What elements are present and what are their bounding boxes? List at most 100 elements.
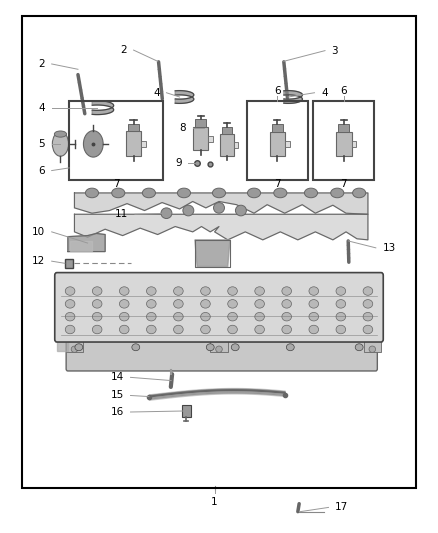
Text: 14: 14 [111, 373, 124, 382]
Ellipse shape [231, 344, 239, 351]
Text: 4: 4 [39, 103, 45, 112]
Bar [247, 101, 308, 180]
Ellipse shape [363, 287, 373, 295]
Ellipse shape [146, 325, 156, 334]
Ellipse shape [363, 312, 373, 321]
Ellipse shape [183, 205, 194, 216]
Polygon shape [74, 193, 368, 214]
Ellipse shape [369, 346, 376, 352]
Bar [65, 259, 73, 268]
Bar [222, 127, 232, 134]
Text: 2: 2 [120, 45, 127, 55]
Ellipse shape [286, 344, 294, 351]
Ellipse shape [75, 344, 83, 351]
Text: 7: 7 [274, 179, 281, 189]
Ellipse shape [309, 287, 318, 295]
Text: 11: 11 [115, 209, 128, 219]
Ellipse shape [177, 188, 191, 198]
Ellipse shape [336, 287, 346, 295]
Ellipse shape [173, 287, 183, 295]
Ellipse shape [255, 287, 265, 295]
FancyBboxPatch shape [66, 332, 378, 371]
Ellipse shape [132, 344, 140, 351]
Ellipse shape [355, 344, 363, 351]
Ellipse shape [282, 287, 292, 295]
Bar [193, 127, 208, 150]
Ellipse shape [173, 312, 183, 321]
Ellipse shape [142, 188, 155, 198]
Ellipse shape [215, 346, 222, 352]
Ellipse shape [201, 300, 210, 308]
Ellipse shape [228, 300, 237, 308]
Polygon shape [195, 240, 230, 266]
Bar [339, 124, 349, 132]
Text: 12: 12 [32, 256, 45, 266]
Ellipse shape [54, 131, 67, 137]
Text: 4: 4 [321, 88, 328, 98]
Polygon shape [57, 275, 68, 351]
Ellipse shape [336, 300, 346, 308]
Ellipse shape [146, 312, 156, 321]
Bar [364, 320, 381, 352]
Bar [313, 101, 374, 180]
Text: 7: 7 [340, 179, 347, 189]
Text: 6: 6 [39, 166, 45, 175]
Ellipse shape [228, 287, 237, 295]
Text: 4: 4 [153, 88, 160, 98]
Ellipse shape [309, 312, 318, 321]
Ellipse shape [363, 300, 373, 308]
Text: 3: 3 [332, 46, 338, 55]
Ellipse shape [173, 325, 183, 334]
Text: 8: 8 [180, 123, 186, 133]
Polygon shape [284, 91, 302, 103]
Ellipse shape [282, 325, 292, 334]
Ellipse shape [120, 325, 129, 334]
Text: 7: 7 [113, 179, 120, 189]
Ellipse shape [85, 188, 99, 198]
Ellipse shape [212, 188, 226, 198]
Ellipse shape [309, 300, 318, 308]
Text: 17: 17 [335, 503, 348, 512]
Text: 9: 9 [175, 158, 182, 167]
Polygon shape [175, 91, 194, 103]
Ellipse shape [120, 287, 129, 295]
Ellipse shape [247, 188, 261, 198]
Text: 2: 2 [39, 59, 45, 69]
Text: 5: 5 [39, 139, 45, 149]
Ellipse shape [228, 312, 237, 321]
Ellipse shape [201, 287, 210, 295]
Bar [272, 124, 283, 132]
Ellipse shape [120, 312, 129, 321]
Ellipse shape [92, 325, 102, 334]
Ellipse shape [282, 312, 292, 321]
Ellipse shape [255, 300, 265, 308]
Bar [336, 132, 352, 156]
Ellipse shape [173, 300, 183, 308]
Bar [126, 132, 141, 156]
Bar [269, 132, 285, 156]
Ellipse shape [92, 300, 102, 308]
Bar [195, 119, 206, 127]
Ellipse shape [65, 300, 75, 308]
Ellipse shape [201, 312, 210, 321]
Bar [182, 405, 191, 417]
Text: 6: 6 [340, 86, 347, 96]
Ellipse shape [304, 188, 318, 198]
Ellipse shape [255, 312, 265, 321]
Ellipse shape [53, 132, 68, 156]
Polygon shape [70, 241, 92, 251]
Ellipse shape [65, 325, 75, 334]
Ellipse shape [146, 300, 156, 308]
Bar [220, 134, 234, 156]
FancyBboxPatch shape [55, 272, 383, 342]
Ellipse shape [201, 325, 210, 334]
Bar [210, 320, 228, 352]
Ellipse shape [255, 325, 265, 334]
Polygon shape [74, 214, 368, 240]
Ellipse shape [83, 131, 103, 157]
Bar [352, 141, 356, 147]
Bar [69, 101, 163, 180]
Ellipse shape [161, 208, 172, 219]
Bar [66, 320, 83, 352]
Ellipse shape [120, 300, 129, 308]
